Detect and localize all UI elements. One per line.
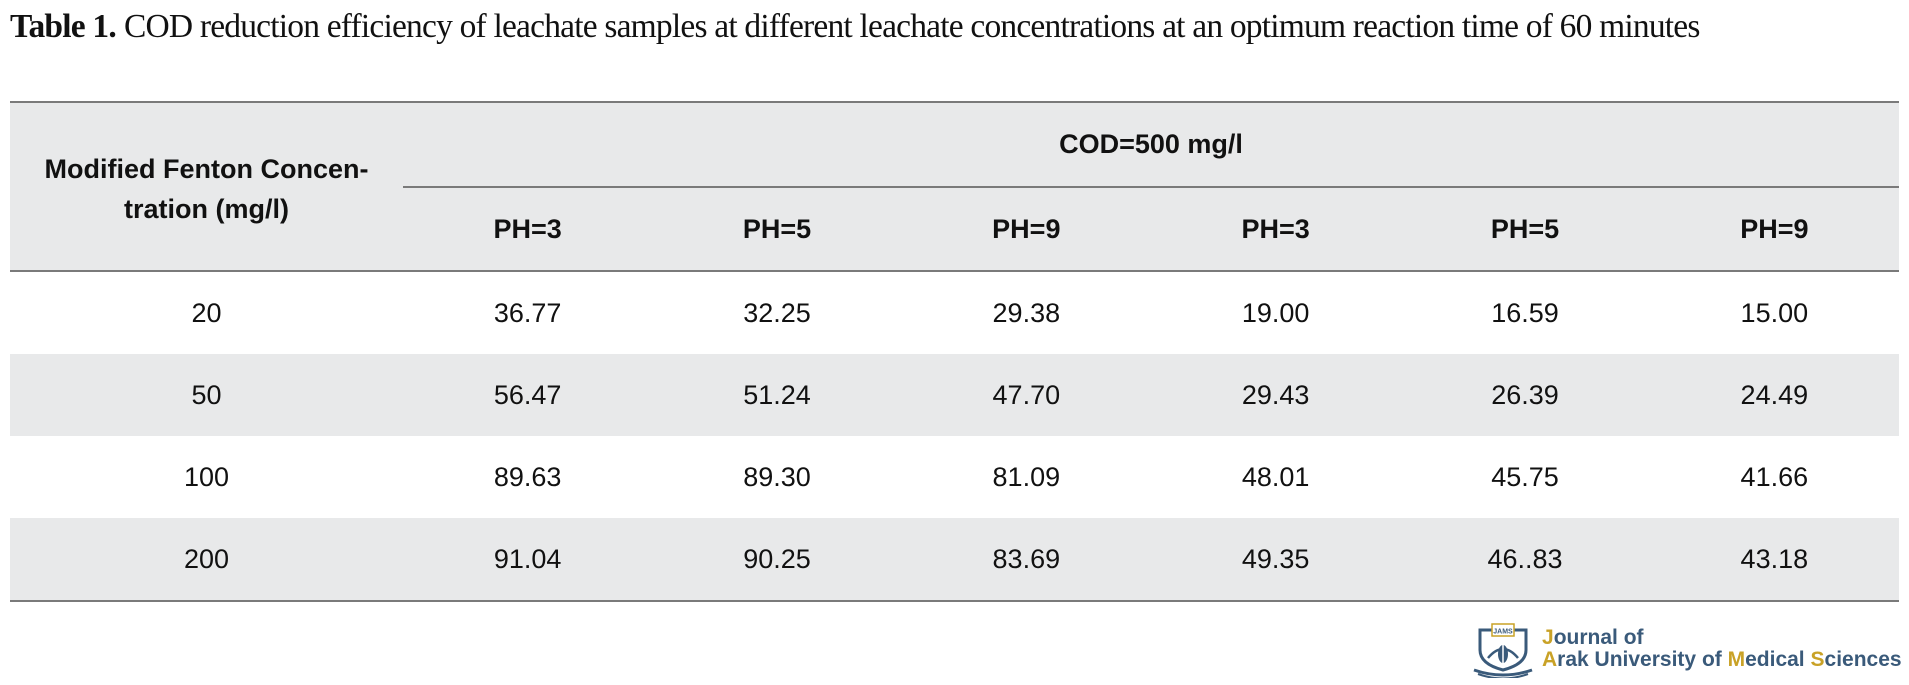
journal-name-line1: Journal of — [1542, 626, 1644, 649]
row-header-line2: tration (mg/l) — [124, 193, 289, 224]
column-header: PH=5 — [652, 187, 902, 272]
column-header: PH=9 — [1649, 187, 1900, 272]
row-header-line1: Modified Fenton Concen- — [44, 153, 369, 184]
table-cell: 83.69 — [901, 518, 1151, 602]
table-cell: 89.30 — [743, 461, 811, 492]
data-table-container: Modified Fenton Concen- tration (mg/l) C… — [10, 101, 1900, 602]
caption-text: COD reduction efficiency of leachate sam… — [123, 8, 1700, 45]
table-cell: 19.00 — [1241, 297, 1310, 328]
table-cell: 49.35 — [1150, 518, 1401, 602]
table-cell: 36.77 — [493, 297, 562, 328]
row-label-cell: 100 — [183, 461, 230, 492]
table-cell: 43.18 — [1649, 518, 1900, 602]
column-header: PH=5 — [1400, 187, 1650, 272]
table-caption: Table 1. COD reduction efficiency of leac… — [10, 8, 1905, 46]
table-cell: 51.24 — [652, 354, 902, 436]
table-cell: 47.70 — [901, 354, 1151, 436]
table-cell: 15.00 — [1740, 297, 1809, 328]
caption-label: Table 1. — [10, 8, 117, 45]
table-row: 20 36.77 32.25 29.38 19.00 16.59 15.00 — [10, 271, 1899, 354]
table-cell: 56.47 — [403, 354, 653, 436]
column-header: PH=3 — [1150, 187, 1401, 272]
table-cell: 29.38 — [992, 297, 1061, 328]
table-row: 100 89.63 89.30 81.09 48.01 45.75 41.66 — [10, 436, 1899, 518]
column-header: PH=9 — [901, 187, 1151, 272]
row-label-cell: 200 — [10, 518, 403, 602]
table-cell: 16.59 — [1491, 297, 1559, 328]
table-row: 200 91.04 90.25 83.69 49.35 46..83 43.18 — [10, 518, 1900, 602]
journal-logo: JAMS Journal of Arak University of Medic… — [1468, 620, 1902, 678]
journal-emblem-icon: JAMS — [1473, 623, 1533, 678]
table-cell: 41.66 — [1740, 461, 1809, 492]
table-cell: 89.63 — [493, 461, 562, 492]
table-cell: 24.49 — [1649, 354, 1900, 436]
emblem-badge-text: JAMS — [1493, 629, 1513, 636]
table-cell: 81.09 — [992, 461, 1061, 492]
row-header: Modified Fenton Concen- tration (mg/l) — [10, 101, 403, 272]
table-cell: 48.01 — [1241, 461, 1310, 492]
group-header: COD=500 mg/l — [403, 101, 1900, 188]
row-label-cell: 50 — [10, 354, 403, 436]
table-cell: 29.43 — [1150, 354, 1401, 436]
column-header: PH=3 — [403, 187, 653, 272]
row-label-cell: 20 — [191, 297, 222, 328]
table-cell: 90.25 — [652, 518, 902, 602]
table-cell: 32.25 — [743, 297, 811, 328]
table-cell: 46..83 — [1400, 518, 1650, 602]
cod-reduction-table: Modified Fenton Concen- tration (mg/l) C… — [10, 101, 1900, 602]
table-cell: 45.75 — [1491, 461, 1559, 492]
journal-name: Journal of Arak University of Medical Sc… — [1542, 627, 1902, 671]
journal-name-line2: Arak University of Medical Sciences — [1542, 648, 1902, 671]
table-row: 50 56.47 51.24 47.70 29.43 26.39 24.49 — [10, 354, 1900, 436]
table-cell: 91.04 — [403, 518, 653, 602]
table-cell: 26.39 — [1400, 354, 1650, 436]
